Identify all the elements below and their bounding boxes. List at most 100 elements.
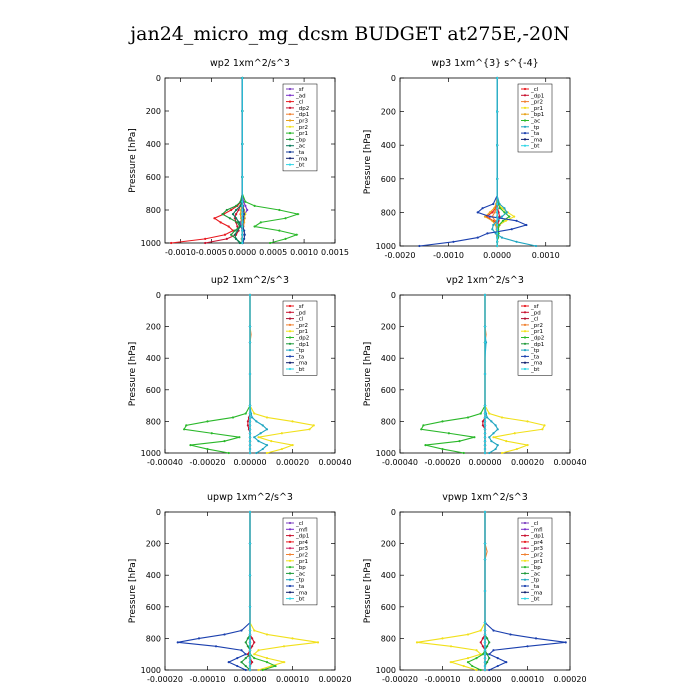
series-point-pr1 <box>500 207 504 210</box>
y-tick-label: 0 <box>391 291 396 300</box>
legend-marker <box>523 311 527 314</box>
series-point-dp2 <box>441 447 444 451</box>
y-tick-label: 800 <box>381 417 396 426</box>
chart-panel-4: vp2 1xm^2/s^3 Pressure [hPa] 0 200 400 600 800… <box>363 275 587 467</box>
legend-marker <box>288 119 292 122</box>
series-point-pr1 <box>278 208 281 212</box>
series-point-bt <box>483 633 487 636</box>
series-point-bt <box>248 510 252 514</box>
legend-marker <box>523 125 527 128</box>
legend-label: _tp <box>295 348 305 354</box>
y-tick-label: 200 <box>146 107 161 116</box>
series-point-pr1 <box>466 633 470 636</box>
series-point-bt <box>496 144 499 147</box>
legend-marker <box>523 361 527 364</box>
series-point-bt <box>241 204 244 207</box>
series-point-tp <box>490 420 493 423</box>
series-point-bt <box>248 633 252 636</box>
series-point-bt <box>248 404 252 407</box>
series-point-tp <box>500 215 504 218</box>
series-point-bp <box>479 668 482 672</box>
legend-label: _mfl <box>530 527 543 533</box>
legend-label: _cl <box>295 521 304 527</box>
series-point-ac <box>239 225 242 228</box>
series-point-tp <box>496 428 499 431</box>
series-point-bt <box>483 542 487 545</box>
y-tick-label: 0 <box>156 291 161 300</box>
series-point-ta <box>481 207 484 210</box>
panel-title: vp2 1xm^2/s^3 <box>446 275 524 286</box>
legend-marker <box>288 559 292 562</box>
series-point-dp2 <box>231 416 235 419</box>
series-point-bt <box>483 341 487 344</box>
series-point-bt <box>248 293 252 297</box>
series-point-cl <box>230 208 233 212</box>
series-point-bt <box>483 440 487 443</box>
series-point-dp2 <box>225 237 228 240</box>
series-point-ac <box>238 221 241 224</box>
series-point-pd <box>481 420 484 423</box>
series-point-dp2 <box>424 444 427 447</box>
series-point-pr1 <box>316 641 320 644</box>
series-point-cl <box>231 229 235 232</box>
series-point-bt <box>496 215 499 218</box>
legend-marker <box>288 304 292 308</box>
legend-label: _pr4 <box>530 540 544 546</box>
legend-marker <box>288 349 292 352</box>
series-point-pr1 <box>257 649 260 652</box>
series-point-bt <box>241 109 244 113</box>
series-point-bt <box>248 444 252 447</box>
x-tick-label: -0.0010 <box>433 251 464 260</box>
legend-label: _pr2 <box>530 100 543 106</box>
legend-label: _dp2 <box>530 336 544 342</box>
legend-label: _ta <box>530 584 539 590</box>
series-point-tp <box>259 432 262 435</box>
series-point-tp <box>486 416 489 419</box>
legend-marker <box>523 132 527 135</box>
y-tick-label: 800 <box>381 208 396 217</box>
series-point-bp <box>475 657 478 660</box>
series-point-pr1 <box>513 432 516 435</box>
series-point-dp2 <box>422 424 425 427</box>
series-point-bt <box>248 412 252 415</box>
x-tick-label: 0.00000 <box>233 675 266 684</box>
x-tick-label: 0.00010 <box>276 675 309 684</box>
legend-label: _dp1 <box>295 534 309 540</box>
series-point-tp <box>498 202 501 206</box>
series-point-ac <box>246 637 249 640</box>
series-point-pr1 <box>526 444 529 447</box>
series-point-bt <box>496 207 499 210</box>
series-point-bt <box>483 664 487 668</box>
series-point-bt <box>248 629 252 632</box>
series-point-pr1 <box>488 412 491 415</box>
y-axis-label: Pressure [hPa] <box>363 130 373 195</box>
series-point-ta <box>243 229 246 232</box>
legend-label: _ta <box>530 354 539 360</box>
series-point-pd <box>246 424 249 427</box>
series-point-bt <box>496 219 499 222</box>
x-tick-label: -0.00010 <box>190 675 226 684</box>
series-point-pr1 <box>492 436 495 439</box>
series-line-tp <box>484 295 499 454</box>
series-point-pr1 <box>282 645 286 648</box>
y-axis-label: Pressure [hPa] <box>363 342 373 407</box>
series-point-cl <box>491 211 494 214</box>
y-axis-label: Pressure [hPa] <box>363 559 373 624</box>
series-point-dp2 <box>236 225 239 228</box>
y-tick-label: 600 <box>381 386 396 395</box>
series-point-ta <box>564 641 567 644</box>
series-point-pr1 <box>244 200 247 203</box>
series-point-tp <box>494 424 497 427</box>
series-point-pr3 <box>239 213 242 216</box>
x-tick-label: 0.00040 <box>318 458 351 467</box>
y-tick-label: 1000 <box>376 242 396 251</box>
series-point-bt <box>248 372 252 376</box>
legend-marker <box>523 304 527 308</box>
x-tick-label: 0.00020 <box>276 458 309 467</box>
legend-marker <box>288 336 292 339</box>
series-point-bt <box>496 177 499 180</box>
x-tick-label: -0.0010 <box>165 248 196 257</box>
series-point-bp <box>471 664 474 668</box>
series-point-ac <box>234 237 238 240</box>
series-point-bt <box>241 237 244 240</box>
